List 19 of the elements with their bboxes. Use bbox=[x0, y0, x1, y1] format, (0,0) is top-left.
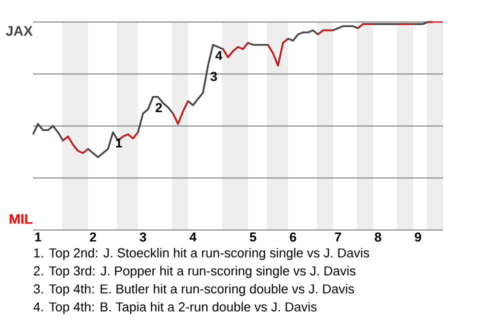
annotation: 3 bbox=[210, 72, 217, 82]
annotation: 4 bbox=[215, 51, 222, 60]
text: 1. Top 2nd: J. Stoecklin hit a run-scoring single vs J. Davis bbox=[34, 248, 370, 260]
text: 3. Top 4th: E. Butler hit a run-scoring double vs J. Davis bbox=[34, 284, 354, 296]
x-tick-label: 5 bbox=[250, 232, 256, 242]
x-tick-label: 7 bbox=[334, 232, 342, 242]
x-tick-label: 9 bbox=[414, 232, 422, 242]
ref-line-label: MIL bbox=[10, 214, 32, 224]
annotation: 2 bbox=[156, 103, 162, 112]
x-tick-label: 4 bbox=[190, 232, 197, 242]
x-tick-label: 2 bbox=[90, 232, 96, 242]
ref-line-label: JAX bbox=[6, 26, 33, 36]
x-tick-label: 3 bbox=[140, 232, 146, 242]
text: 4. Top 4th: B. Tapia hit a 2-run double vs J. Davis bbox=[33, 302, 317, 314]
x-tick-label: 6 bbox=[290, 232, 296, 242]
x-tick-label: 1 bbox=[35, 232, 42, 242]
text: 2. Top 3rd: J. Popper hit a run-scoring single vs J. Davis bbox=[34, 266, 356, 278]
x-tick-label: 8 bbox=[374, 232, 382, 242]
annotation: 1 bbox=[116, 138, 122, 148]
